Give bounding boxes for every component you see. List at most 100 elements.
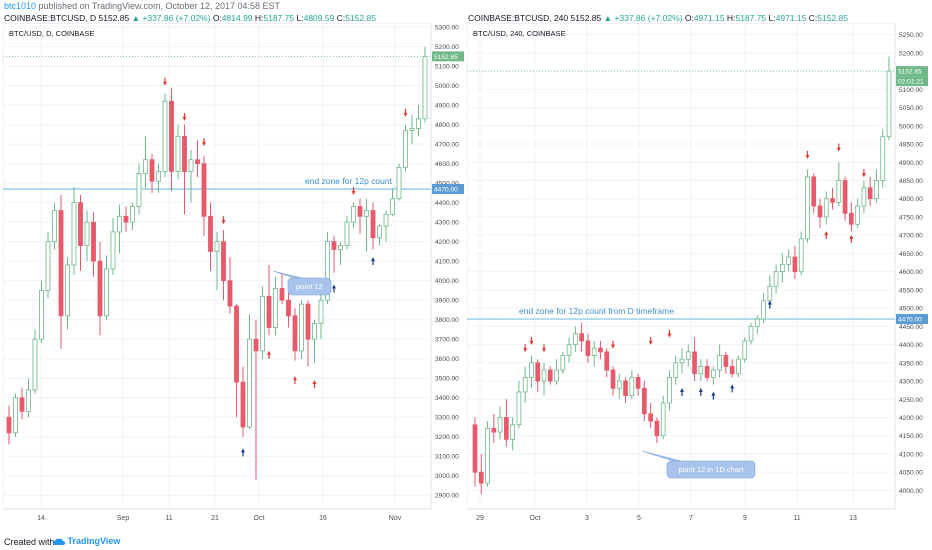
down-arrow-icon <box>667 329 672 338</box>
x-tick-label: 3 <box>585 515 589 522</box>
candle-body <box>711 369 716 378</box>
y-tick-label: 4500.00 <box>899 306 923 313</box>
y-tick-label: 3500.00 <box>435 376 459 383</box>
y-tick-label: 4700.00 <box>435 142 459 149</box>
close-price: 5152.85 <box>570 13 602 23</box>
chart-title: BTC/USD, D, COINBASE <box>9 29 94 38</box>
y-tick-label: 4700.00 <box>899 233 923 240</box>
up-arrow-icon <box>824 231 829 240</box>
candle-body <box>71 202 77 266</box>
y-tick-label: 4050.00 <box>899 470 923 477</box>
up-arrow-icon <box>711 391 716 400</box>
candle-body <box>723 355 729 367</box>
x-tick-label: 16 <box>319 515 327 522</box>
candle-body <box>169 100 174 172</box>
candle-body <box>773 271 779 287</box>
tradingview-logo[interactable]: TradingView <box>53 536 120 546</box>
4h-chart-panel[interactable]: COINBASE:BTCUSD, 240 5152.85 ▲ +337.86 (… <box>467 12 929 525</box>
candle-body <box>130 206 135 223</box>
candle-body <box>830 198 835 203</box>
candle-body <box>299 303 304 352</box>
y-tick-label: 5250.00 <box>899 32 923 39</box>
y-tick-label: 4450.00 <box>899 324 923 331</box>
candle-body <box>717 355 722 371</box>
y-tick-label: 4000.00 <box>435 278 459 285</box>
candle-body <box>19 397 25 412</box>
candle-body <box>403 130 408 168</box>
y-tick-label: 3400.00 <box>435 395 459 402</box>
candle-body <box>610 369 616 389</box>
y-tick-label: 5050.00 <box>899 105 923 112</box>
y-tick-label: 4000.00 <box>899 488 923 495</box>
candle-body <box>338 245 343 250</box>
candle-body <box>554 369 559 382</box>
up-arrow-icon <box>241 448 245 457</box>
candle-body <box>305 303 311 340</box>
candle-body <box>377 225 382 239</box>
candle-body <box>286 299 291 317</box>
4h-chart-svg[interactable]: 5250.005200.005150.005100.005050.005000.… <box>467 23 929 525</box>
candle-body <box>729 366 735 375</box>
symbol-label: COINBASE:BTCUSD, 240 <box>468 13 569 23</box>
up-arrow-icon <box>680 387 684 396</box>
down-arrow-icon <box>182 112 187 121</box>
down-arrow-icon <box>403 108 408 117</box>
y-tick-label: 2900.00 <box>435 493 459 500</box>
x-tick-label: 9 <box>743 515 747 522</box>
candle-body <box>566 344 572 356</box>
down-arrow-icon <box>648 336 653 345</box>
daily-chart-panel[interactable]: COINBASE:BTCUSD, D 5152.85 ▲ +337.86 (+7… <box>3 12 465 525</box>
zone-price-label: 4470.00 <box>898 317 922 324</box>
candle-body <box>201 163 207 217</box>
candle-body <box>182 135 187 172</box>
daily-chart-svg[interactable]: 5300.00 5200.00 5100.00 5000.00 4900.00 4800.… <box>3 23 465 525</box>
high-value: 5187.75 <box>735 13 767 23</box>
author-name[interactable]: btc1010 <box>4 1 37 11</box>
candle-body <box>836 180 842 203</box>
y-tick-label: 4300.00 <box>899 379 923 386</box>
candle-body <box>604 351 610 371</box>
candle-body <box>149 159 155 182</box>
candle-body <box>673 362 679 378</box>
y-tick-label: 4850.00 <box>899 178 923 185</box>
candle-body <box>585 340 591 356</box>
y-tick-label: 4950.00 <box>899 142 923 149</box>
y-tick-label: 3200.00 <box>435 434 459 441</box>
candle-body <box>516 391 522 426</box>
y-tick-label: 4900.00 <box>899 160 923 167</box>
candle-body <box>767 285 773 302</box>
up-arrow-icon <box>293 376 297 385</box>
x-tick-label: 7 <box>689 515 693 522</box>
open-value: 4814.99 <box>221 13 253 23</box>
candle-body <box>579 333 584 342</box>
candle-body <box>39 290 44 340</box>
candle-body <box>390 198 395 215</box>
up-arrow-icon <box>730 384 735 393</box>
chart-title: BTC/USD, 240, COINBASE <box>473 29 566 38</box>
candle-body <box>761 300 766 320</box>
candle-body <box>279 288 285 301</box>
candle-body <box>692 351 697 375</box>
created-with-text: Created with <box>4 537 55 547</box>
plot-area <box>467 23 896 510</box>
countdown-tag <box>896 76 928 87</box>
x-tick-label: Oct <box>254 515 265 522</box>
down-arrow-icon <box>221 216 226 225</box>
candle-body <box>32 338 38 391</box>
candle-body <box>208 215 213 252</box>
x-tick-label: Oct <box>530 515 541 522</box>
down-arrow-icon <box>861 169 866 178</box>
candle-body <box>26 389 31 412</box>
x-tick-label: 14 <box>37 515 45 522</box>
y-tick-label: 4300.00 <box>435 220 459 227</box>
y-tick-label: 3000.00 <box>435 473 459 480</box>
change-up-icon: ▲ <box>603 13 613 23</box>
candle-body <box>97 260 103 317</box>
y-tick-label: 5200.00 <box>899 50 923 57</box>
candle-body <box>370 210 376 239</box>
close-value: 5152.85 <box>817 13 848 23</box>
candle-body <box>6 416 12 434</box>
up-arrow-icon <box>332 284 336 293</box>
y-tick-label: 5100.00 <box>899 87 923 94</box>
candle-body <box>104 268 109 317</box>
